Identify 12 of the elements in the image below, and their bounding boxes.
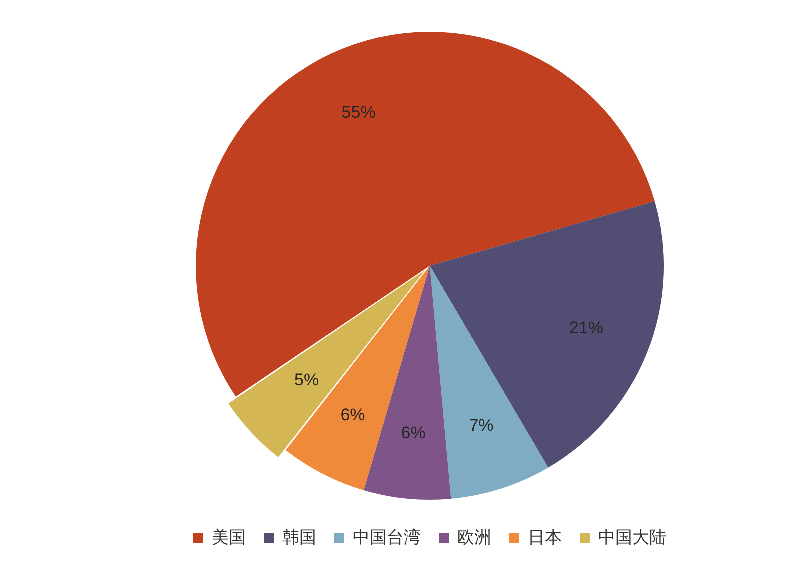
legend-label: 日本 <box>528 528 562 548</box>
legend-label: 韩国 <box>282 528 316 548</box>
data-label: 6% <box>340 406 366 425</box>
data-label: 55% <box>342 102 376 122</box>
legend-label: 中国台湾 <box>353 528 421 548</box>
data-label: 5% <box>294 370 320 390</box>
data-label: 6% <box>401 423 426 442</box>
data-label: 7% <box>469 416 494 436</box>
data-label: 21% <box>569 318 604 338</box>
legend-label: 欧洲 <box>458 528 492 548</box>
legend-label: 中国大陆 <box>598 528 666 548</box>
legend-label: 美国 <box>212 528 246 548</box>
